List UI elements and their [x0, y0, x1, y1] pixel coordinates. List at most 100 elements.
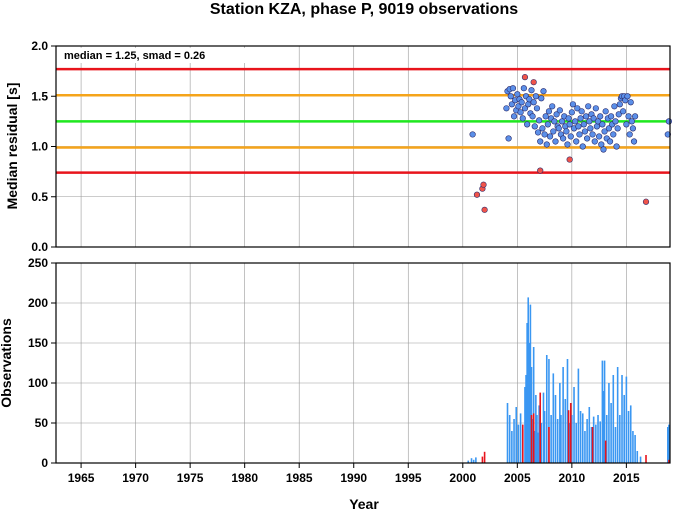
residual-point	[598, 141, 605, 148]
observation-bar	[538, 405, 540, 463]
observation-bar	[531, 419, 534, 463]
observation-bar	[540, 423, 543, 463]
observation-bars	[467, 297, 670, 463]
residual-point	[576, 131, 583, 138]
residual-point	[524, 121, 531, 128]
residual-point	[556, 107, 563, 114]
observation-bar	[521, 424, 524, 463]
observation-bar	[537, 432, 539, 463]
observation-bar	[559, 383, 561, 463]
residual-point	[536, 117, 543, 124]
residual-point	[610, 131, 617, 138]
residual-point	[563, 128, 570, 135]
y-tick-label: 0	[41, 456, 48, 470]
observation-bar	[614, 427, 617, 463]
observation-bar	[532, 347, 535, 463]
observation-bar	[610, 403, 612, 463]
residual-point	[568, 109, 575, 116]
residual-point	[627, 99, 634, 106]
residual-point	[630, 138, 638, 145]
chart-title: Station KZA, phase P, 9019 observations	[210, 1, 518, 18]
observation-bar	[603, 360, 606, 463]
residual-point	[625, 113, 632, 120]
stats-annotation: median = 1.25, smad = 0.26	[64, 50, 205, 62]
residual-point	[611, 103, 618, 110]
observation-bar	[569, 403, 572, 463]
residual-point	[550, 128, 557, 135]
residual-point	[538, 95, 545, 102]
residual-point	[521, 105, 529, 112]
residual-point	[629, 125, 637, 132]
residual-point	[530, 79, 537, 86]
observation-bar	[543, 411, 546, 463]
stats-annotation-box	[60, 48, 265, 63]
residual-point	[534, 129, 542, 136]
residual-point	[581, 128, 589, 135]
residual-point	[613, 143, 620, 150]
residual-point	[616, 101, 623, 108]
residual-point	[546, 133, 554, 140]
residual-point	[480, 181, 487, 188]
residual-point	[560, 135, 567, 142]
observation-bar	[667, 427, 669, 463]
x-tick-label: 1990	[340, 471, 367, 485]
observation-bar	[539, 392, 542, 463]
observation-bar	[506, 403, 509, 463]
residual-point	[606, 138, 614, 145]
x-tick-label: 1970	[122, 471, 149, 485]
observation-bar	[519, 413, 522, 463]
y-tick-label: 2.0	[31, 39, 48, 53]
residual-point	[594, 118, 602, 125]
observation-bar	[612, 375, 615, 463]
observation-bar	[608, 383, 610, 463]
observation-bar	[668, 459, 670, 463]
x-tick-label: 2015	[613, 471, 640, 485]
year-x-ticks: 1965 1970 1975 1980 1985 1990 1995 2000 2005 2010…	[68, 463, 640, 485]
observation-bar	[545, 355, 548, 463]
y-tick-label: 1.0	[31, 140, 48, 154]
residual-point	[537, 138, 544, 145]
residual-point	[525, 101, 532, 108]
residual-reference-lines	[56, 67, 670, 174]
y-tick-label: 1.5	[31, 89, 48, 103]
observation-bar	[566, 359, 569, 463]
residual-point	[545, 108, 553, 115]
observation-bar	[636, 451, 639, 463]
residual-point	[586, 118, 593, 125]
residual-point	[541, 131, 548, 138]
observation-bar	[567, 410, 570, 463]
observation-bar	[616, 367, 619, 463]
y-tick-label: 150	[28, 336, 48, 350]
residual-panel: 0.0 0.5 1.0 1.5 2.0 median = 1.25, smad = 0.…	[4, 39, 673, 254]
residual-point	[469, 131, 476, 138]
observation-bar	[577, 368, 580, 463]
observation-bar	[639, 456, 642, 463]
residual-point	[593, 123, 601, 130]
residual-point	[517, 109, 524, 116]
observation-bar	[550, 415, 552, 463]
residual-y-ticks: 0.0 0.5 1.0 1.5 2.0	[31, 39, 56, 254]
observation-bar	[621, 375, 623, 463]
y-tick-label: 100	[28, 376, 48, 390]
residual-point	[507, 93, 514, 100]
x-tick-label: 1985	[286, 471, 313, 485]
residual-point	[532, 93, 539, 100]
residual-point	[542, 113, 549, 120]
residual-point	[555, 125, 562, 132]
observation-bar	[632, 431, 634, 463]
observation-bar	[579, 411, 582, 463]
residual-point	[615, 111, 622, 118]
observation-bar	[575, 423, 578, 463]
residual-point	[587, 125, 594, 132]
residual-point	[612, 118, 619, 125]
residual-point	[564, 141, 571, 148]
residual-points	[469, 74, 673, 213]
x-tick-label: 1965	[68, 471, 95, 485]
residual-point	[526, 96, 533, 103]
observation-bar	[483, 451, 486, 463]
observation-bar	[564, 399, 567, 463]
observation-bar	[556, 419, 559, 463]
x-tick-label: 1995	[395, 471, 422, 485]
observation-bar	[511, 431, 513, 463]
observation-bar	[526, 323, 528, 463]
